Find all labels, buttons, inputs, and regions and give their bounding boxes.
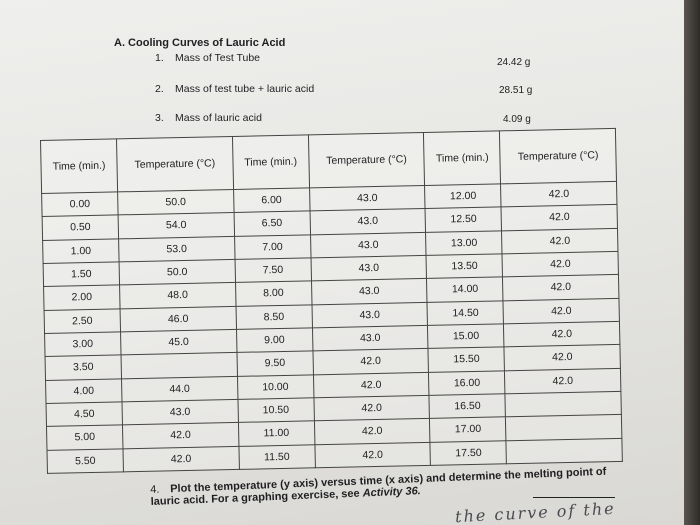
- temperature-cell: 42.0: [314, 442, 431, 468]
- question-number: 4.: [150, 483, 160, 496]
- cooling-data-table-wrap: Time (min.) Temperature (°C) Time (min.)…: [40, 127, 623, 474]
- temperature-cell: 53.0: [118, 236, 235, 262]
- temperature-cell: 50.0: [117, 189, 234, 216]
- temperature-cell: 42.0: [123, 446, 240, 472]
- time-cell: 10.00: [237, 374, 314, 400]
- header-temp-2: Temperature (°C): [308, 132, 425, 188]
- time-cell: 17.50: [430, 440, 507, 466]
- time-cell: 16.00: [428, 370, 506, 396]
- temperature-cell: 44.0: [121, 376, 238, 402]
- header-time-3: Time (min.): [423, 130, 501, 186]
- time-cell: 16.50: [429, 393, 506, 419]
- temperature-cell: 42.0: [314, 418, 431, 445]
- item-number: 3.: [155, 112, 164, 124]
- time-cell: 12.50: [425, 207, 502, 233]
- time-cell: 15.00: [427, 323, 505, 349]
- mass-item-lauric-acid: 3. Mass of lauric acid: [155, 112, 262, 124]
- temperature-cell: 42.0: [504, 368, 621, 394]
- time-cell: 3.00: [44, 331, 122, 357]
- time-cell: 4.50: [46, 401, 123, 427]
- time-cell: 6.00: [233, 187, 310, 213]
- time-cell: 8.50: [235, 304, 313, 330]
- mass-item-tube-plus-acid: 2. Mass of test tube + lauric acid: [155, 83, 314, 95]
- temperature-cell: 54.0: [118, 212, 235, 239]
- temperature-cell: 42.0: [503, 298, 620, 324]
- temperature-cell: [505, 391, 622, 418]
- time-cell: 12.00: [424, 183, 502, 209]
- time-cell: 7.00: [234, 234, 311, 260]
- temperature-cell: 43.0: [312, 325, 429, 352]
- temperature-cell: 42.0: [313, 372, 430, 398]
- header-time-2: Time (min.): [232, 134, 310, 190]
- mass-item-test-tube: 1. Mass of Test Tube: [155, 52, 260, 64]
- temperature-cell: 43.0: [309, 185, 426, 212]
- time-cell: 4.00: [45, 378, 123, 404]
- handwritten-answer: the curve of the: [454, 498, 617, 525]
- time-cell: 5.00: [46, 425, 124, 451]
- header-temp-3: Temperature (°C): [499, 128, 617, 184]
- time-cell: 7.50: [234, 257, 312, 283]
- time-cell: 1.50: [43, 261, 120, 287]
- temperature-cell: 42.0: [312, 348, 429, 375]
- temperature-cell: 43.0: [310, 255, 427, 282]
- temperature-cell: 42.0: [313, 395, 430, 422]
- temperature-cell: [506, 437, 623, 464]
- time-cell: 1.00: [42, 238, 120, 264]
- mass-value-test-tube: 24.42 g: [497, 57, 531, 68]
- time-cell: 2.50: [44, 308, 121, 334]
- temperature-cell: 42.0: [502, 274, 619, 301]
- temperature-cell: 43.0: [309, 208, 426, 235]
- header-temp-1: Temperature (°C): [116, 136, 234, 192]
- item-number: 1.: [155, 52, 164, 64]
- time-cell: 0.50: [42, 215, 119, 241]
- time-cell: 13.50: [426, 253, 503, 279]
- item-number: 2.: [155, 83, 164, 95]
- time-cell: 10.50: [237, 397, 315, 423]
- temperature-cell: 43.0: [122, 399, 239, 426]
- time-cell: 11.00: [238, 421, 315, 447]
- time-cell: 17.00: [429, 417, 507, 443]
- time-cell: 5.50: [46, 448, 124, 474]
- temperature-cell: 42.0: [122, 422, 239, 449]
- item-label: Mass of Test Tube: [175, 52, 261, 64]
- time-cell: 0.00: [41, 191, 119, 217]
- section-title: A. Cooling Curves of Lauric Acid: [114, 37, 286, 49]
- temperature-cell: 45.0: [120, 329, 237, 356]
- background-surface: [684, 0, 700, 525]
- header-time-1: Time (min.): [40, 138, 118, 194]
- time-cell: 11.50: [238, 444, 316, 470]
- cooling-data-table: Time (min.) Temperature (°C) Time (min.)…: [40, 127, 623, 474]
- temperature-cell: 42.0: [504, 344, 621, 371]
- temperature-cell: 43.0: [311, 302, 428, 328]
- time-cell: 14.50: [427, 300, 504, 326]
- item-label: Mass of lauric acid: [175, 112, 262, 124]
- temperature-cell: 42.0: [503, 321, 620, 348]
- mass-value-lauric-acid: 4.09 g: [503, 114, 531, 125]
- temperature-cell: 46.0: [120, 306, 237, 332]
- time-cell: 15.50: [428, 347, 505, 373]
- time-cell: 6.50: [233, 211, 311, 237]
- time-cell: 9.50: [236, 351, 314, 377]
- temperature-cell: 42.0: [502, 251, 619, 278]
- temperature-cell: 50.0: [119, 259, 236, 286]
- time-cell: 3.50: [45, 355, 122, 381]
- temperature-cell: 42.0: [500, 181, 617, 208]
- time-cell: 9.00: [236, 327, 313, 353]
- temperature-cell: 43.0: [310, 232, 427, 258]
- temperature-cell: 48.0: [119, 282, 236, 309]
- time-cell: 2.00: [43, 285, 121, 311]
- mass-value-tube-plus-acid: 28.51 g: [499, 85, 533, 96]
- time-cell: 13.00: [425, 230, 503, 256]
- temperature-cell: 43.0: [311, 278, 428, 305]
- temperature-cell: 42.0: [501, 228, 618, 254]
- time-cell: 8.00: [235, 281, 312, 307]
- temperature-cell: 42.0: [501, 204, 618, 231]
- temperature-cell: [121, 352, 238, 379]
- item-label: Mass of test tube + lauric acid: [175, 83, 315, 95]
- temperature-cell: [505, 414, 622, 441]
- activity-reference: Activity 36.: [362, 485, 421, 500]
- answer-blank-line: [533, 497, 615, 498]
- time-cell: 14.00: [426, 277, 504, 303]
